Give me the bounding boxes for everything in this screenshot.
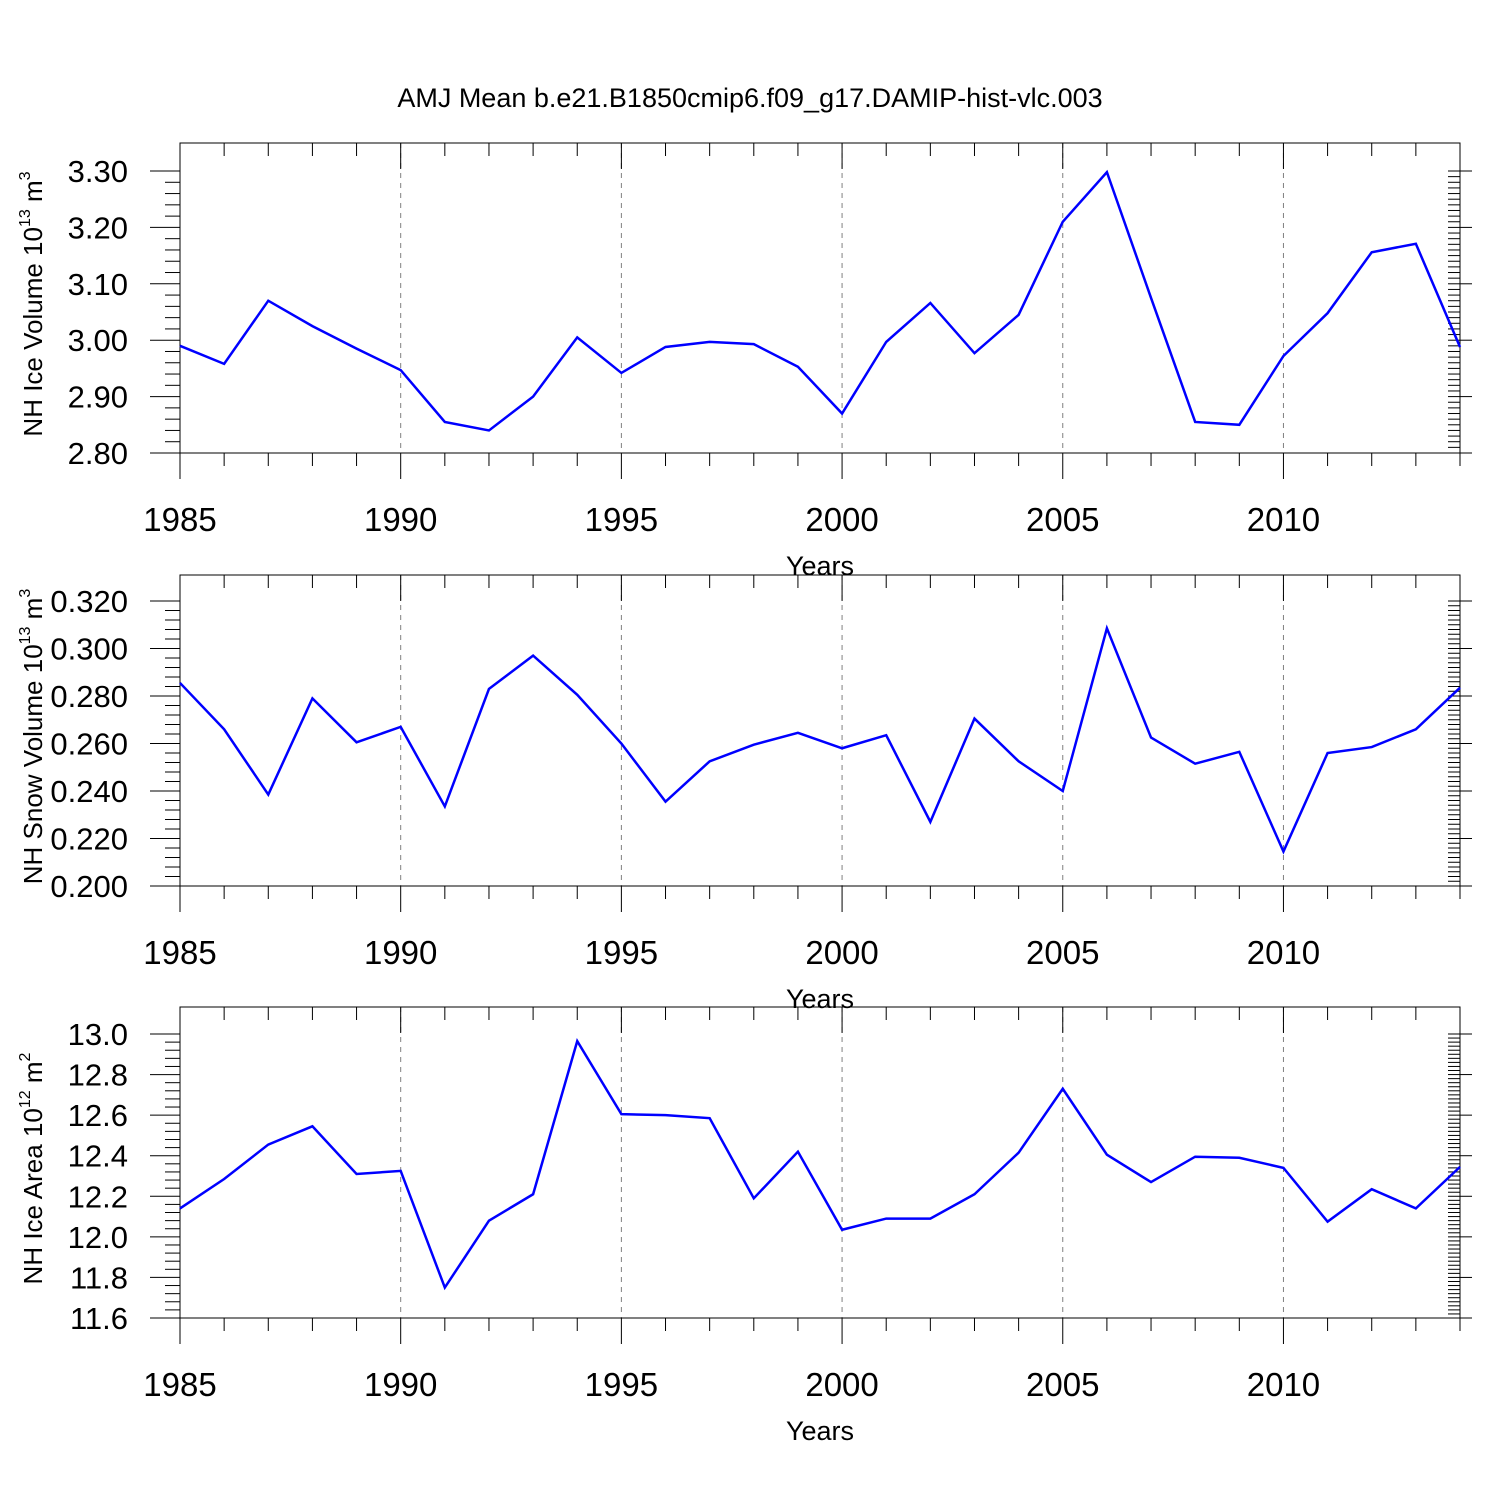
x-tick-label: 1995 bbox=[585, 501, 658, 538]
x-tick-label: 1985 bbox=[143, 1366, 216, 1403]
figure-title: AMJ Mean b.e21.B1850cmip6.f09_g17.DAMIP-… bbox=[397, 83, 1102, 113]
x-tick-label: 1985 bbox=[143, 501, 216, 538]
y-axis-label: NH Ice Volume 1013 m3 bbox=[17, 171, 48, 436]
y-tick-label: 0.220 bbox=[50, 822, 128, 857]
x-tick-label: 1995 bbox=[585, 1366, 658, 1403]
y-axis-label: NH Ice Area 1012 m2 bbox=[17, 1052, 48, 1284]
y-tick-label: 11.6 bbox=[70, 1301, 128, 1336]
plot-frame bbox=[179, 1006, 1461, 1319]
plot-frame bbox=[179, 142, 1461, 454]
x-tick-label: 1990 bbox=[364, 934, 437, 971]
x-tick-label: 2010 bbox=[1247, 1366, 1320, 1403]
y-tick-label: 0.320 bbox=[50, 584, 128, 619]
x-tick-label: 2010 bbox=[1247, 934, 1320, 971]
x-tick-label: 2005 bbox=[1026, 1366, 1099, 1403]
x-tick-label: 1990 bbox=[364, 501, 437, 538]
y-tick-label: 3.30 bbox=[68, 154, 128, 189]
x-tick-label: 2010 bbox=[1247, 501, 1320, 538]
series-line bbox=[179, 169, 1462, 432]
y-tick-label: 0.240 bbox=[50, 774, 128, 809]
y-tick-label: 0.300 bbox=[50, 632, 128, 667]
y-tick-label: 0.280 bbox=[50, 679, 128, 714]
y-tick-label: 3.20 bbox=[68, 210, 128, 245]
x-tick-label: 1990 bbox=[364, 1366, 437, 1403]
x-axis-label: Years bbox=[786, 1416, 854, 1446]
x-tick-label: 2005 bbox=[1026, 501, 1099, 538]
chart-panel-2: 0.200 0.220 0.240 0.260 0.280 0.300 0.320 1985 1… bbox=[17, 574, 1472, 1014]
x-tick-label: 1995 bbox=[585, 934, 658, 971]
y-tick-label: 12.2 bbox=[68, 1179, 128, 1214]
plot-frame bbox=[179, 574, 1461, 887]
x-axis-label: Years bbox=[786, 551, 854, 581]
x-tick-label: 1985 bbox=[143, 934, 216, 971]
y-tick-label: 3.00 bbox=[68, 323, 128, 358]
y-axis-label: NH Snow Volume 1013 m3 bbox=[17, 589, 48, 885]
y-tick-label: 12.6 bbox=[68, 1098, 128, 1133]
x-tick-label: 2000 bbox=[805, 1366, 878, 1403]
y-tick-label: 11.8 bbox=[70, 1260, 128, 1295]
chart-panel-3: 11.6 11.8 12.0 12.2 12.4 12.6 12.8 13.0 1985 1990… bbox=[17, 1006, 1472, 1446]
y-tick-label: 12.0 bbox=[68, 1220, 128, 1255]
y-tick-label: 12.4 bbox=[68, 1139, 128, 1174]
x-tick-label: 2000 bbox=[805, 934, 878, 971]
y-tick-label: 12.8 bbox=[68, 1058, 128, 1093]
series-line bbox=[179, 1038, 1461, 1291]
y-tick-label: 0.260 bbox=[50, 727, 128, 762]
chart-panel-1: 2.80 2.90 3.00 3.10 3.20 3.30 1985 1990 1995 2000… bbox=[17, 142, 1472, 581]
y-tick-label: 2.90 bbox=[68, 380, 128, 415]
x-axis-label: Years bbox=[786, 984, 854, 1014]
x-tick-label: 2000 bbox=[805, 501, 878, 538]
y-tick-label: 2.80 bbox=[68, 436, 128, 471]
x-tick-label: 2005 bbox=[1026, 934, 1099, 971]
y-tick-label: 0.200 bbox=[50, 869, 128, 904]
series-line bbox=[179, 624, 1461, 855]
y-tick-label: 3.10 bbox=[68, 267, 128, 302]
y-tick-label: 13.0 bbox=[68, 1017, 128, 1052]
